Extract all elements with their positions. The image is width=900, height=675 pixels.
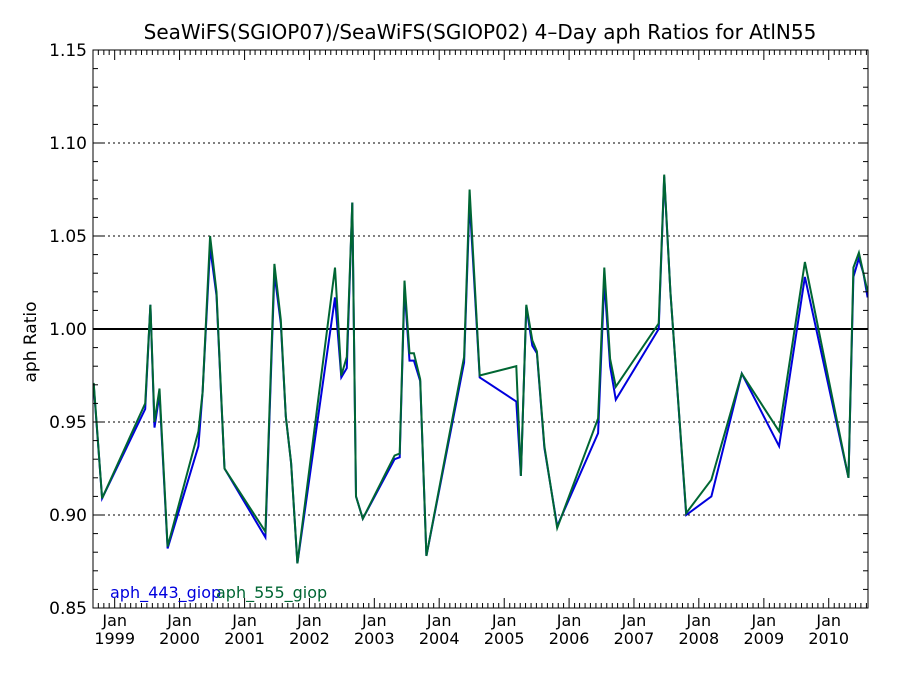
y-tick-label: 0.90: [49, 506, 87, 526]
x-tick-year: 2010: [808, 629, 849, 648]
x-tick-month: Jan: [815, 611, 841, 630]
y-tick-label: 1.10: [49, 134, 87, 154]
x-tick-month: Jan: [556, 611, 582, 630]
x-tick-year: 2007: [614, 629, 655, 648]
series-line-aph-443-giop: [92, 176, 869, 564]
x-tick-year: 2003: [354, 629, 395, 648]
x-tick-year: 2002: [289, 629, 330, 648]
x-tick-month: Jan: [361, 611, 387, 630]
y-tick-label: 1.00: [49, 320, 87, 340]
x-tick-month: Jan: [231, 611, 257, 630]
grid-lines: [93, 142, 868, 516]
x-tick-month: Jan: [685, 611, 711, 630]
x-tick-year: 2006: [549, 629, 590, 648]
x-tick-month: Jan: [101, 611, 127, 630]
y-axis-label: aph Ratio: [21, 301, 41, 382]
x-tick-year: 1999: [94, 629, 135, 648]
x-tick-month: Jan: [426, 611, 452, 630]
y-tick-label: 1.05: [49, 227, 87, 247]
x-tick-year: 2008: [678, 629, 719, 648]
legend-label-aph-443-giop: aph_443_giop: [110, 583, 221, 603]
x-tick-month: Jan: [751, 611, 777, 630]
x-tick-year: 2000: [159, 629, 200, 648]
y-tick-label: 0.95: [49, 413, 87, 433]
y-tick-label: 0.85: [49, 599, 87, 619]
legend-label-aph-555-giop: aph_555_giop: [216, 583, 327, 603]
series-group: [92, 174, 869, 564]
y-tick-label: 1.15: [49, 41, 87, 61]
x-tick-month: Jan: [491, 611, 517, 630]
y-axis-ticks: 0.85 0.90 0.95 1.00 1.05 1.10 1.15: [49, 41, 868, 619]
x-tick-month: Jan: [621, 611, 647, 630]
series-line-aph-555-giop: [92, 174, 869, 564]
x-axis-ticks: Jan1999Jan2000Jan2001Jan2002Jan2003Jan20…: [92, 50, 867, 648]
x-tick-month: Jan: [296, 611, 322, 630]
x-tick-year: 2005: [484, 629, 525, 648]
chart-title: SeaWiFS(SGIOP07)/SeaWiFS(SGIOP02) 4–Day …: [144, 20, 817, 44]
x-tick-year: 2004: [419, 629, 460, 648]
x-tick-year: 2009: [744, 629, 785, 648]
x-tick-month: Jan: [166, 611, 192, 630]
x-tick-year: 2001: [224, 629, 265, 648]
